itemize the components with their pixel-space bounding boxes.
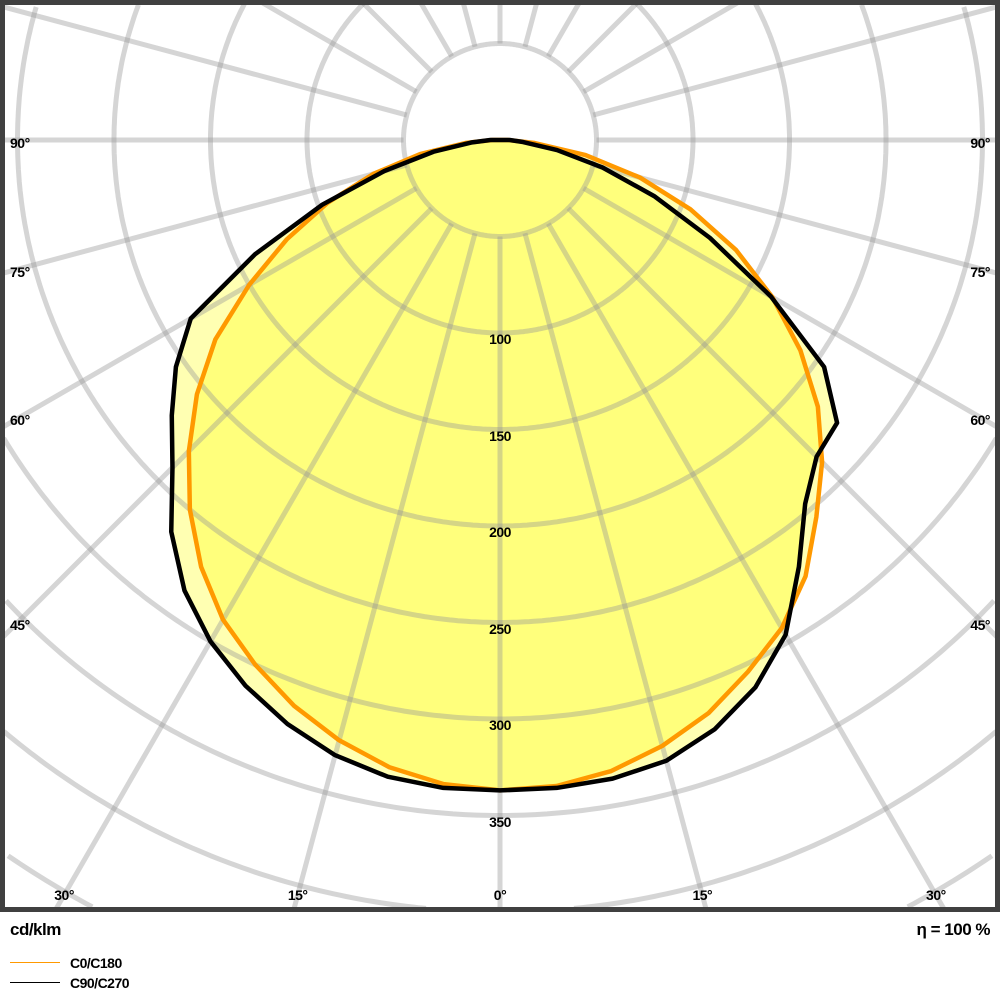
angle-label-left-90: 90° [10,135,30,151]
grid-ring-150 [500,2,792,432]
series-fill-1 [171,140,838,791]
series-curve-c90-c270 [168,137,840,793]
grid-spoke-330 [53,222,454,911]
grid-spoke-120 [582,0,739,94]
grid-ring-300 [500,436,999,722]
grid-ring-150 [208,2,500,432]
grid-spoke-255 [2,4,408,118]
grid-ring-350 [500,598,996,818]
radial-tick-label-250: 250 [489,620,511,637]
grid-ring-250 [500,6,985,625]
angle-label-left-30: 30° [54,887,74,903]
grid-spoke-45 [566,206,999,639]
radial-tick-label-350: 350 [489,813,511,830]
angle-label-left-15: 15° [287,887,308,903]
angle-label-left-75: 75° [10,264,30,280]
series-fill-0 [188,140,823,791]
grid-spoke-75 [592,162,998,276]
grid-spoke-30 [546,222,947,911]
grid-spoke-150 [546,1,582,58]
grid-spoke-345 [291,232,478,910]
grid-ring-250 [15,6,500,625]
angle-label-right-75: 75° [970,264,990,280]
grid-spoke-135 [566,1,639,74]
radial-tick-label-100: 100 [489,331,511,347]
grid-spoke-105 [592,4,998,118]
angle-label-right-90: 90° [970,135,990,151]
radial-tick-label-150: 150 [489,427,511,444]
legend-line-c90-c270 [10,982,60,983]
grid-spoke-15 [522,232,709,910]
grid-spoke-285 [2,162,408,276]
grid-spoke-315 [1,206,434,639]
grid-spoke-210 [418,1,454,58]
grid-ring-350 [4,598,500,818]
series-curves [168,137,840,793]
series-fills [171,140,838,791]
grid-ring-200 [111,3,500,529]
angle-label-right-60: 60° [970,412,990,428]
grid-ring-450 [6,853,94,910]
angle-label-right-45: 45° [970,617,990,633]
grid-ring-50 [401,41,599,239]
angle-label-left-60: 60° [10,412,30,428]
grid-spoke-195 [460,2,478,48]
efficiency-label: η = 100 % [916,920,991,939]
radial-tick-label-200: 200 [489,524,511,540]
angle-label-right-30: 30° [926,887,946,903]
grid-spoke-60 [582,186,999,430]
grid-spoke-225 [361,1,434,74]
grid-spoke-300 [1,186,418,430]
angle-label-0: 0° [493,887,507,903]
radial-tick-label-300: 300 [489,717,511,733]
grid-spoke-240 [261,0,418,94]
angle-label-right-15: 15° [692,887,713,903]
grid-ring-450 [906,853,994,910]
grid-ring-400 [2,729,427,911]
grid-ring-400 [573,729,998,911]
chart-frame [0,0,1000,912]
legend-label-c0-c180: C0/C180 [70,955,122,971]
legend-label-c90-c270: C90/C270 [70,975,130,991]
grid-ring-100 [304,1,500,336]
grid-spoke-165 [522,2,540,48]
legend-line-c0-c180 [10,962,60,963]
unit-label: cd/klm [10,920,61,939]
angle-label-left-45: 45° [10,617,30,633]
polar-intensity-chart [0,0,1000,912]
